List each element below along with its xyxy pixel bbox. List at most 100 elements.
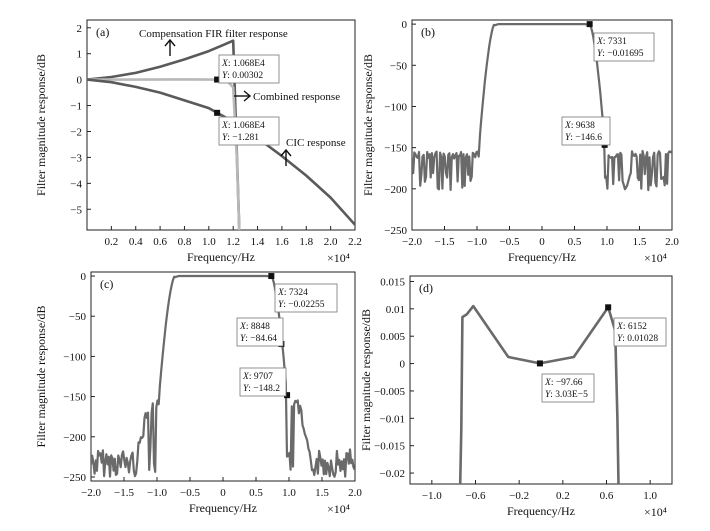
datatip-y: Y: −0.02255	[278, 300, 325, 310]
series-line	[87, 78, 241, 230]
panel-label: (d)	[419, 281, 433, 295]
datatip-y: Y: −148.2	[243, 384, 280, 394]
datatip-marker	[214, 109, 221, 116]
x-tick-label: 1.0	[643, 490, 657, 502]
y-tick-label: −150	[384, 143, 407, 155]
y-tick-label: −250	[63, 472, 86, 484]
y-tick-label: 0.005	[380, 331, 405, 343]
datatip-box	[541, 373, 595, 403]
datatip-x: X: 7331	[596, 37, 627, 47]
datatip-box	[239, 367, 287, 397]
y-tick-label: −200	[384, 184, 407, 196]
arrow-head-icon	[243, 90, 252, 102]
x-tick-label: 0.4	[129, 236, 143, 248]
x-tick-label: 0	[539, 236, 545, 248]
datatip-box	[593, 32, 655, 62]
series-line	[91, 274, 355, 478]
datatip-x: X: 8848	[239, 322, 270, 332]
x-tick-label: 2.0	[324, 236, 338, 248]
y-tick-label: 2	[77, 23, 83, 35]
plot-frame	[86, 19, 356, 231]
datatip-y: Y: −146.6	[565, 133, 602, 143]
datatip-x: X: −97.66	[544, 378, 583, 388]
y-tick-label: 0	[400, 359, 406, 371]
x-tick-label: 1.5	[315, 487, 329, 499]
x-tick-label: 1.0	[282, 487, 296, 499]
x-tick-label: 0.6	[153, 236, 167, 248]
y-tick-label: −1	[70, 101, 82, 113]
x-tick-label: −0.5	[180, 487, 200, 499]
y-tick-label: −2	[70, 126, 82, 138]
x-tick-label: 1.0	[600, 236, 614, 248]
x-axis-label: Frequency/Hz	[187, 250, 255, 264]
series-line	[458, 304, 620, 484]
y-tick-label: −50	[69, 311, 87, 323]
y-tick-label: 1	[77, 49, 83, 61]
datatip-y: Y: 0.01028	[617, 334, 658, 344]
panel-1: −2.0 −1.5 −1.0 −0.5 0 0.5 1.0 1.5 2.0 0 −50 −100 −15…	[361, 19, 679, 265]
y-tick-label: −3	[70, 152, 82, 164]
series-line	[87, 39, 241, 230]
arrow-head-icon	[280, 148, 292, 157]
x-tick-label: −1.0	[147, 487, 167, 499]
panel-label: (b)	[421, 25, 435, 39]
plot-frame	[409, 275, 673, 485]
x-tick-label: −1.0	[467, 236, 487, 248]
datatip-marker	[536, 360, 543, 367]
datatip-x: X: 9638	[564, 121, 595, 131]
datatip-box	[236, 317, 284, 347]
datatip-x: X: 1.068E4	[221, 59, 265, 69]
datatip-y: Y: 3.03E−5	[545, 390, 588, 400]
y-tick-label: 0	[402, 19, 408, 31]
datatip-box	[218, 116, 280, 146]
x-scale-label: ×10⁴	[644, 505, 667, 519]
x-tick-label: 2.2	[348, 236, 362, 248]
datatip-x: X: 1.068E4	[221, 121, 265, 131]
x-tick-label: 1.2	[226, 236, 240, 248]
x-tick-label: −0.5	[500, 236, 520, 248]
panel-0: 0.2 0.4 0.6 0.8 1.0 1.2 1.4 1.6 1.8 2.0 2.2 2 1 0 −1 −2…	[34, 19, 362, 265]
x-tick-label: −1.5	[435, 236, 455, 248]
y-axis-label: Filter magnitude response/dB	[361, 54, 375, 196]
x-tick-label: 0.8	[178, 236, 192, 248]
datatip-marker	[586, 21, 593, 28]
panel-2: −2.0 −1.5 −1.0 −0.5 0 0.5 1.0 1.5 2.0 0 −50 −100 −15…	[34, 271, 362, 516]
x-tick-label: 1.4	[251, 236, 265, 248]
x-tick-label: −2.0	[402, 236, 422, 248]
datatip-marker	[268, 273, 275, 280]
x-tick-label: 1.8	[299, 236, 313, 248]
arrow-head-icon	[164, 38, 176, 47]
y-tick-label: −4	[70, 178, 82, 190]
x-tick-label: 0	[220, 487, 226, 499]
y-tick-label: −200	[63, 432, 86, 444]
x-tick-label: −1.0	[422, 490, 442, 502]
x-tick-label: 1.6	[275, 236, 289, 248]
x-scale-label: ×10⁴	[327, 502, 350, 516]
x-tick-label: −1.5	[114, 487, 134, 499]
datatip-y: Y: 0.00302	[222, 71, 263, 81]
y-tick-label: −0.005	[374, 386, 405, 398]
datatip-x: X: 7324	[277, 288, 308, 298]
datatip-marker	[214, 76, 221, 83]
x-scale-label: ×10⁴	[644, 251, 667, 265]
y-tick-label: −150	[63, 392, 86, 404]
x-axis-label: Frequency/Hz	[189, 501, 257, 515]
y-axis-label: Filter magnitude response/dB	[34, 306, 48, 448]
panel-3: −1.0 −0.6 −0.2 0.2 0.6 1.0 0.015 0.01 0.005 0 −0.0…	[359, 275, 673, 519]
x-tick-label: −0.6	[466, 490, 486, 502]
panel-label: (a)	[96, 25, 109, 39]
datatip-marker	[605, 304, 612, 311]
y-axis-label: Filter magnitude response/dB	[34, 54, 48, 196]
datatip-x: X: 6152	[616, 322, 647, 332]
datatip-y: Y: −84.64	[240, 334, 277, 344]
x-tick-label: −2.0	[81, 487, 101, 499]
annotation-label: Compensation FIR filter response	[139, 28, 288, 40]
y-tick-label: −100	[384, 101, 407, 113]
x-scale-label: ×10⁴	[327, 251, 350, 265]
series-line	[412, 23, 672, 192]
x-axis-label: Frequency/Hz	[508, 250, 576, 264]
y-tick-label: −0.01	[380, 413, 405, 425]
x-tick-label: 1.5	[633, 236, 647, 248]
datatip-box	[274, 283, 338, 313]
datatip-x: X: 9707	[242, 372, 273, 382]
